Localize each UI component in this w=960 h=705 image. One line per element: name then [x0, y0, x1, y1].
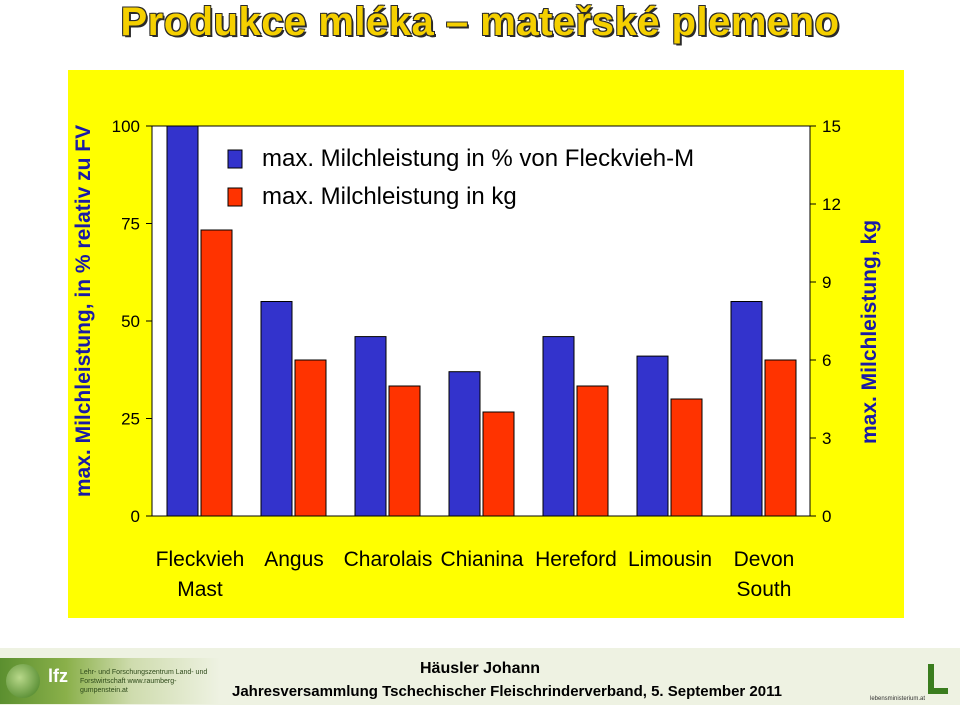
bar-percent: [730, 301, 763, 517]
y-left-tick-label: 75: [121, 215, 140, 234]
y-right-tick-label: 12: [822, 195, 841, 214]
y-right-axis-label: max. Milchleistung, kg: [858, 220, 881, 444]
page-title: Produkce mléka – mateřské plemeno: [120, 0, 840, 44]
lfz-logo-mark: lfz: [48, 666, 68, 686]
lfz-logo-text: Lehr- und Forschungszentrum Land- und Fo…: [80, 669, 208, 694]
bar-kg: [482, 411, 515, 517]
bar-percent: [636, 355, 669, 517]
chart-panel: 0 25 50 75 100 0 3 6 9 12 15 max. Milchleistung, in…: [68, 70, 904, 618]
category-label: Mast: [177, 578, 223, 601]
bar-percent: [166, 125, 199, 517]
category-label: Hereford: [535, 548, 617, 571]
y-right-tick-label: 6: [822, 351, 831, 370]
legend-swatch: [227, 187, 243, 207]
category-label: Limousin: [628, 548, 712, 571]
category-label: South: [737, 578, 792, 601]
y-left-tick-label: 0: [131, 507, 140, 526]
lfz-logo: lfz Lehr- und Forschungszentrum Land- un…: [0, 658, 220, 704]
bar-kg: [294, 359, 327, 517]
y-left-tick-label: 25: [121, 410, 140, 429]
bar-kg: [576, 385, 609, 517]
y-right-tick-label: 15: [822, 117, 841, 136]
ministry-logo-icon: [928, 664, 950, 696]
y-left-axis-label: max. Milchleistung, in % relativ zu FV: [72, 125, 95, 497]
bar-percent: [260, 301, 293, 517]
category-label: Fleckvieh: [156, 548, 245, 571]
bar-percent: [448, 371, 481, 517]
category-label: Angus: [264, 548, 324, 571]
bar-kg: [200, 229, 233, 517]
bar-percent: [542, 336, 575, 517]
legend-swatch: [227, 149, 243, 169]
y-right-tick-label: 3: [822, 429, 831, 448]
footer: lfz Lehr- und Forschungszentrum Land- un…: [0, 630, 960, 705]
bar-kg: [388, 385, 421, 517]
y-right-tick-label: 9: [822, 273, 831, 292]
bar-chart: 0 25 50 75 100 0 3 6 9 12 15 max. Milchleistung, in…: [72, 117, 881, 601]
event-name: Jahresversammlung Tschechischer Fleischr…: [232, 683, 782, 700]
y-left-tick-label: 50: [121, 312, 140, 331]
category-label: Chianina: [441, 548, 524, 571]
y-right-tick-label: 0: [822, 507, 831, 526]
logo-emblem-icon: [6, 664, 40, 698]
legend-label: max. Milchleistung in kg: [262, 183, 517, 210]
bar-kg: [670, 398, 703, 517]
category-label: Charolais: [344, 548, 433, 571]
y-left-tick-label: 100: [112, 117, 140, 136]
ministry-logo-text: lebensministerium.at: [870, 696, 926, 702]
category-label: Devon: [734, 548, 795, 571]
author-name: Häusler Johann: [419, 660, 541, 677]
bar-percent: [354, 336, 387, 517]
legend-label: max. Milchleistung in % von Fleckvieh-M: [262, 145, 694, 172]
bar-kg: [764, 359, 797, 517]
